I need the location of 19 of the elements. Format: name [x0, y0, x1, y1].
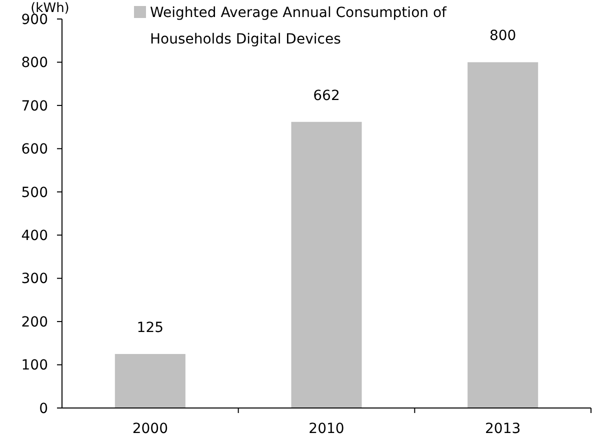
data-label: 125	[136, 320, 164, 336]
bar	[114, 354, 186, 408]
data-label: 800	[489, 28, 516, 44]
y-tick-label: 100	[21, 358, 48, 374]
y-tick-label: 400	[21, 228, 48, 244]
data-label: 662	[313, 88, 340, 104]
bar	[291, 122, 362, 408]
x-tick-label: 2013	[485, 421, 521, 437]
y-tick-label: 500	[21, 184, 48, 201]
x-tick-label: 2000	[132, 421, 168, 437]
y-tick-label: 300	[21, 271, 48, 288]
bar	[468, 62, 538, 408]
legend-label: Weighted Average Annual Consumption of Households Digital Devices	[150, 4, 448, 48]
y-tick-label: 200	[21, 314, 48, 330]
y-tick-label: 0	[39, 400, 48, 417]
y-tick-label: 800	[21, 55, 48, 72]
y-tick-label: 600	[21, 142, 48, 158]
x-tick-label: 2010	[308, 421, 344, 437]
y-tick-label: 700	[21, 98, 48, 114]
